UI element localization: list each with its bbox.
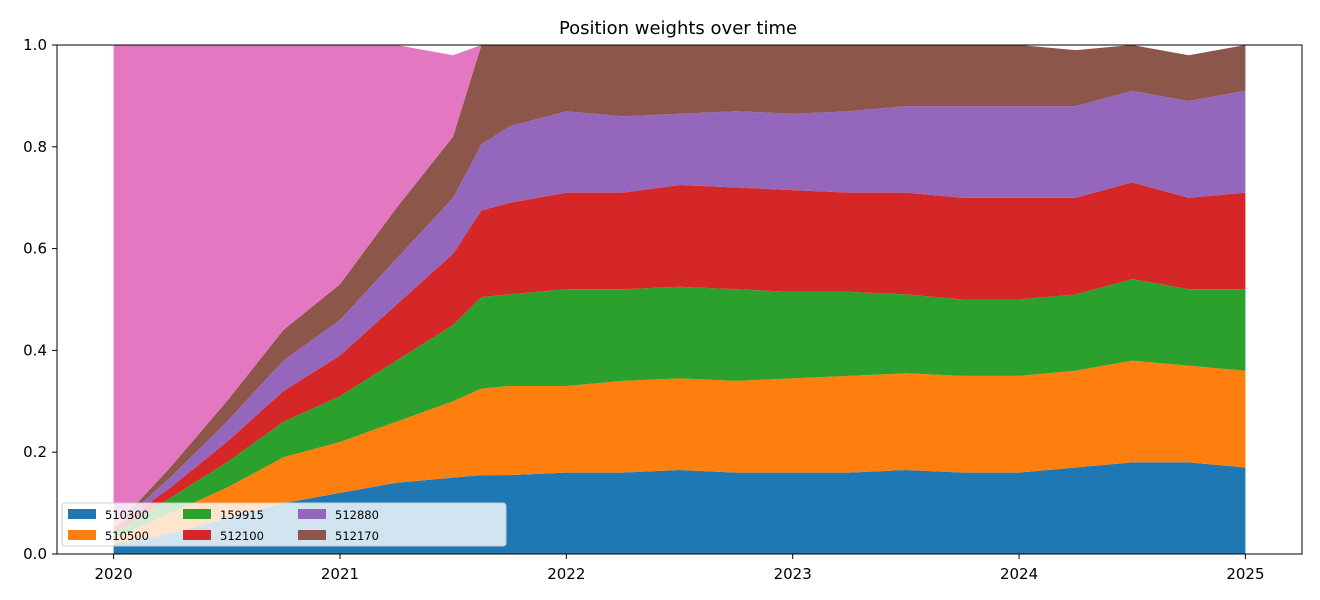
legend-label: 510300 <box>105 508 149 522</box>
area-series-series-6 <box>113 45 1246 529</box>
legend-swatch <box>68 509 96 519</box>
legend-label: 510500 <box>105 529 149 543</box>
plot-frame <box>56 44 1303 555</box>
area-series-512170 <box>113 45 1246 529</box>
area-layer <box>113 45 1246 554</box>
legend-swatch <box>183 509 211 519</box>
chart-title: Position weights over time <box>559 18 797 39</box>
legend-label: 512170 <box>335 529 379 543</box>
legend-swatch <box>183 530 211 540</box>
legend-label: 512880 <box>335 508 379 522</box>
legend-swatch <box>298 509 326 519</box>
legend-label: 159915 <box>220 508 264 522</box>
x-tick-label: 2022 <box>547 565 585 583</box>
x-tick-label: 2021 <box>321 565 359 583</box>
y-tick-label: 1.0 <box>23 36 47 54</box>
y-tick-label: 0.4 <box>23 341 47 359</box>
legend-box <box>61 502 507 547</box>
legend-swatch <box>298 530 326 540</box>
y-tick-label: 0.8 <box>23 138 47 156</box>
y-tick-label: 0.0 <box>23 545 47 563</box>
x-tick-label: 2025 <box>1226 565 1264 583</box>
legend: 510300 510500 159915 512100 512880 512170 <box>61 502 507 547</box>
x-tick-label: 2024 <box>1000 565 1038 583</box>
x-axis: 2020 2021 2022 2023 2024 2025 <box>94 554 1265 583</box>
y-tick-label: 0.6 <box>23 240 47 258</box>
area-series-510500 <box>113 360 1246 544</box>
area-series-512880 <box>113 90 1246 529</box>
x-tick-label: 2023 <box>774 565 812 583</box>
x-tick-label: 2020 <box>94 565 132 583</box>
legend-swatch <box>68 530 96 540</box>
area-series-159915 <box>113 279 1246 539</box>
y-axis: 0.0 0.2 0.4 0.6 0.8 1.0 <box>23 36 57 563</box>
legend-label: 512100 <box>220 529 264 543</box>
area-series-512100 <box>113 182 1246 534</box>
y-tick-label: 0.2 <box>23 443 47 461</box>
